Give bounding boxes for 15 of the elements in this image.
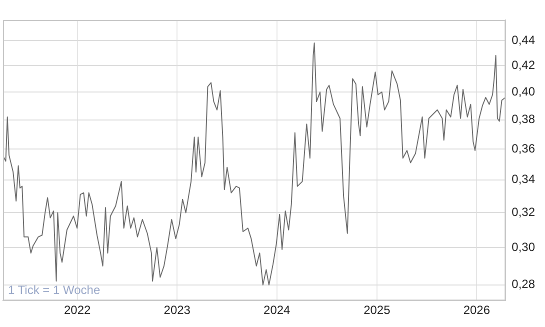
y-tick-label: 0,38 bbox=[512, 112, 536, 126]
x-tick-label: 2026 bbox=[463, 303, 490, 318]
y-tick-label: 0,34 bbox=[512, 172, 536, 186]
x-tick-label: 2023 bbox=[164, 303, 191, 318]
y-tick-label: 0,40 bbox=[512, 84, 536, 98]
y-tick-label: 0,32 bbox=[512, 205, 536, 220]
annotation: 1 Tick = 1 Woche bbox=[8, 282, 100, 297]
y-tick-label: 0,36 bbox=[512, 141, 536, 156]
y-tick-label: 0,30 bbox=[512, 240, 536, 254]
x-tick-label: 2025 bbox=[364, 303, 391, 318]
x-tick-label: 2022 bbox=[64, 303, 92, 318]
y-tick-label: 0,44 bbox=[512, 32, 536, 47]
x-tick-label: 2024 bbox=[264, 303, 291, 318]
y-tick-label: 0,28 bbox=[512, 277, 536, 292]
y-tick-label: 0,42 bbox=[512, 58, 536, 72]
